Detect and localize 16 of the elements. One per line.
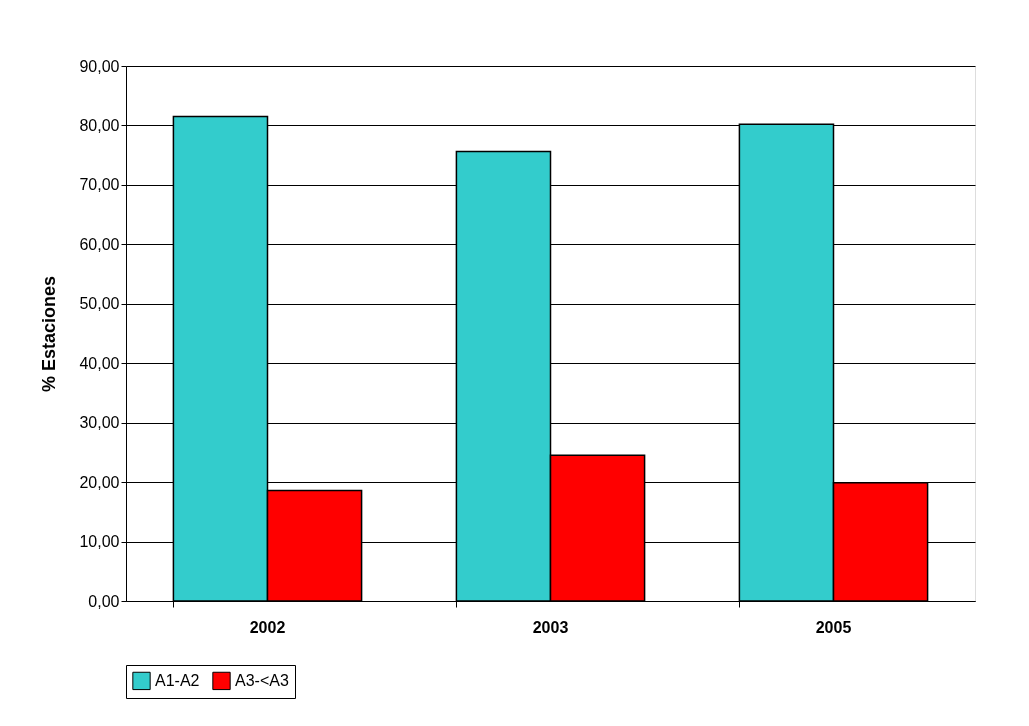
y-tick-label: 60,00 <box>79 235 120 253</box>
y-tick-label: 10,00 <box>79 533 120 551</box>
legend-label: A1-A2 <box>155 671 200 689</box>
y-tick-label: 50,00 <box>79 295 120 313</box>
y-tick-label: 20,00 <box>79 473 120 491</box>
y-tick-label: 70,00 <box>79 176 120 194</box>
y-tick-label: 30,00 <box>79 414 120 432</box>
legend-label: A3-<A3 <box>235 671 289 689</box>
y-tick-label: 80,00 <box>79 116 120 134</box>
x-tick-label: 2002 <box>249 618 286 636</box>
y-axis-title: % Estaciones <box>39 275 60 393</box>
y-tick-label: 90,00 <box>79 57 120 75</box>
y-tick-label: 0,00 <box>88 592 120 610</box>
x-tick-label: 2003 <box>532 618 569 636</box>
x-tick-label: 2005 <box>815 618 852 636</box>
y-tick-label: 40,00 <box>79 354 120 372</box>
